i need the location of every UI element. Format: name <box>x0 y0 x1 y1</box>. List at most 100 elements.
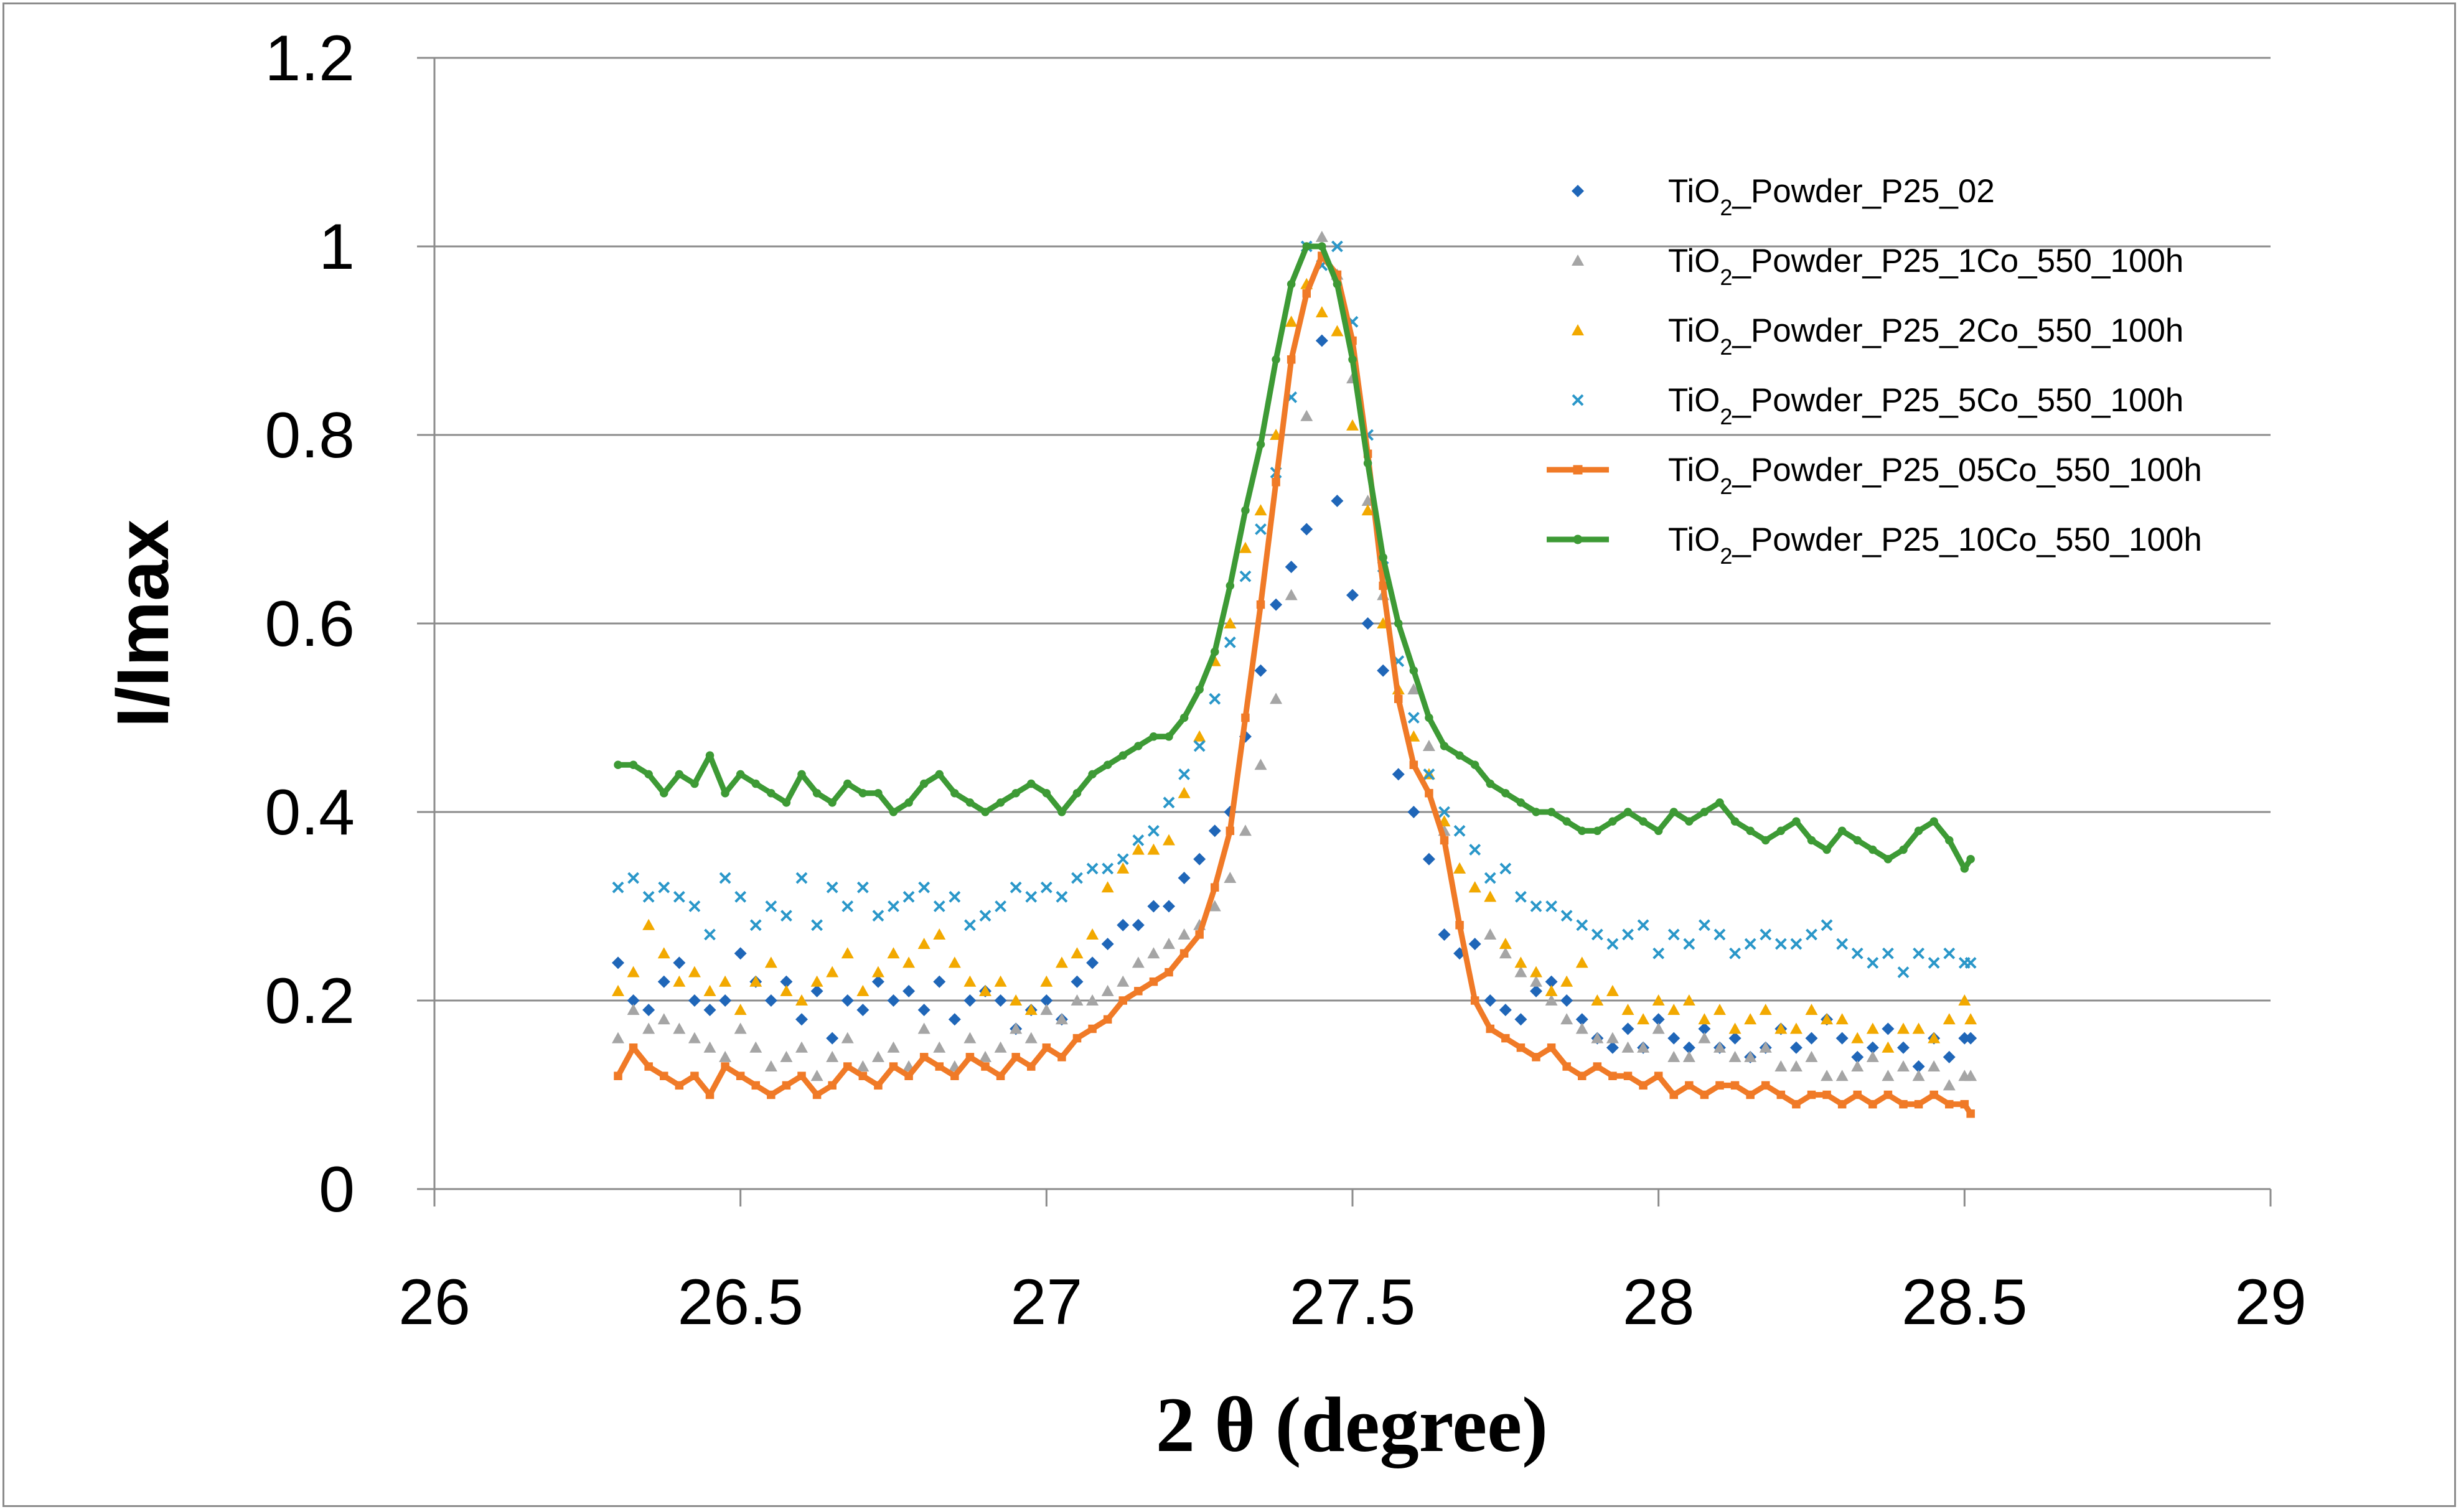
data-point <box>1591 994 1604 1006</box>
data-point <box>797 1071 806 1080</box>
data-point <box>1468 938 1481 951</box>
data-point <box>1440 836 1449 845</box>
data-point <box>782 798 791 807</box>
data-point <box>719 975 732 987</box>
data-point <box>675 770 684 779</box>
data-point <box>1545 975 1558 988</box>
data-point <box>1698 1013 1711 1025</box>
data-point <box>964 919 976 931</box>
data-point <box>1744 1050 1757 1062</box>
data-point <box>1071 947 1084 959</box>
data-point <box>1056 890 1068 903</box>
legend-label: TiO2_Powder_P25_1Co_550_100h <box>1668 243 2183 290</box>
data-point <box>1682 1050 1695 1062</box>
data-point <box>1851 1050 1864 1063</box>
data-point <box>1966 1109 1975 1118</box>
data-point <box>1882 1041 1895 1053</box>
data-point <box>1163 796 1175 809</box>
data-point <box>612 1032 624 1043</box>
data-point <box>1593 826 1602 836</box>
data-point <box>736 770 745 779</box>
data-point <box>1501 788 1510 798</box>
data-point <box>1545 984 1558 996</box>
data-point <box>1700 808 1709 816</box>
data-point <box>1178 928 1191 940</box>
data-point <box>1256 600 1265 609</box>
data-point <box>644 1062 653 1071</box>
data-point <box>887 947 900 959</box>
data-point <box>1254 758 1267 770</box>
data-point <box>904 798 913 807</box>
data-point <box>994 975 1007 987</box>
data-point <box>1134 742 1143 750</box>
data-point <box>1868 845 1877 854</box>
data-point <box>1101 984 1114 996</box>
data-point <box>1652 994 1665 1006</box>
data-point <box>1805 1050 1818 1062</box>
data-point <box>950 788 959 798</box>
data-point <box>1746 826 1755 836</box>
legend-label: TiO2_Powder_P25_05Co_550_100h <box>1668 452 2202 499</box>
legend-swatch-marker <box>1573 465 1583 475</box>
data-point <box>1700 1090 1709 1099</box>
data-point <box>1241 713 1250 722</box>
data-point <box>1593 1062 1602 1071</box>
data-point <box>1193 852 1206 866</box>
data-point <box>797 770 806 779</box>
data-point <box>1346 419 1359 431</box>
data-point <box>1899 845 1908 854</box>
data-point <box>1591 1032 1604 1043</box>
data-point <box>812 788 822 798</box>
data-point <box>1516 798 1526 807</box>
data-point <box>612 984 624 996</box>
data-point <box>1866 1022 1879 1034</box>
data-point <box>828 1081 837 1090</box>
data-point <box>856 881 869 894</box>
data-point <box>1560 994 1573 1007</box>
data-point <box>826 1050 839 1062</box>
data-point <box>736 1071 745 1080</box>
y-tick-label: 1.2 <box>265 22 355 95</box>
data-point <box>765 900 777 912</box>
data-point <box>703 1004 716 1017</box>
data-point <box>1943 1079 1956 1091</box>
data-point <box>1682 994 1695 1006</box>
y-axis-title: I/Imax <box>102 520 184 728</box>
data-point <box>1837 1099 1847 1109</box>
data-point <box>627 1004 640 1015</box>
data-point <box>1882 1022 1895 1035</box>
data-point <box>1853 836 1862 845</box>
data-point <box>734 947 747 960</box>
data-point <box>1744 1013 1757 1025</box>
data-point <box>889 808 898 816</box>
data-point <box>1883 1090 1893 1099</box>
data-point <box>673 956 686 969</box>
data-point <box>1685 1081 1694 1090</box>
legend-entry: TiO2_Powder_P25_5Co_550_100h <box>1572 382 2183 429</box>
data-point <box>1208 900 1221 912</box>
data-point <box>1470 996 1479 1005</box>
data-point <box>1789 1060 1802 1072</box>
data-point <box>1530 975 1542 987</box>
data-point <box>749 1041 762 1053</box>
data-point <box>1086 862 1099 875</box>
data-point <box>917 1022 930 1034</box>
data-point <box>1270 598 1283 611</box>
y-tick-label: 0.2 <box>265 965 355 1037</box>
data-point <box>1438 806 1450 818</box>
data-point <box>1622 928 1634 941</box>
data-point <box>660 1071 668 1080</box>
x-tick-label: 27 <box>1010 1266 1082 1338</box>
data-point <box>627 872 639 884</box>
data-point <box>780 975 793 988</box>
data-point <box>749 975 762 987</box>
data-point <box>887 994 900 1007</box>
data-point <box>1272 355 1280 364</box>
data-point <box>981 808 990 816</box>
data-point <box>1254 504 1267 516</box>
data-point <box>1300 409 1313 421</box>
data-point <box>1057 808 1066 816</box>
data-point <box>843 1062 852 1071</box>
data-point <box>1637 919 1649 931</box>
data-point <box>1835 1032 1849 1045</box>
